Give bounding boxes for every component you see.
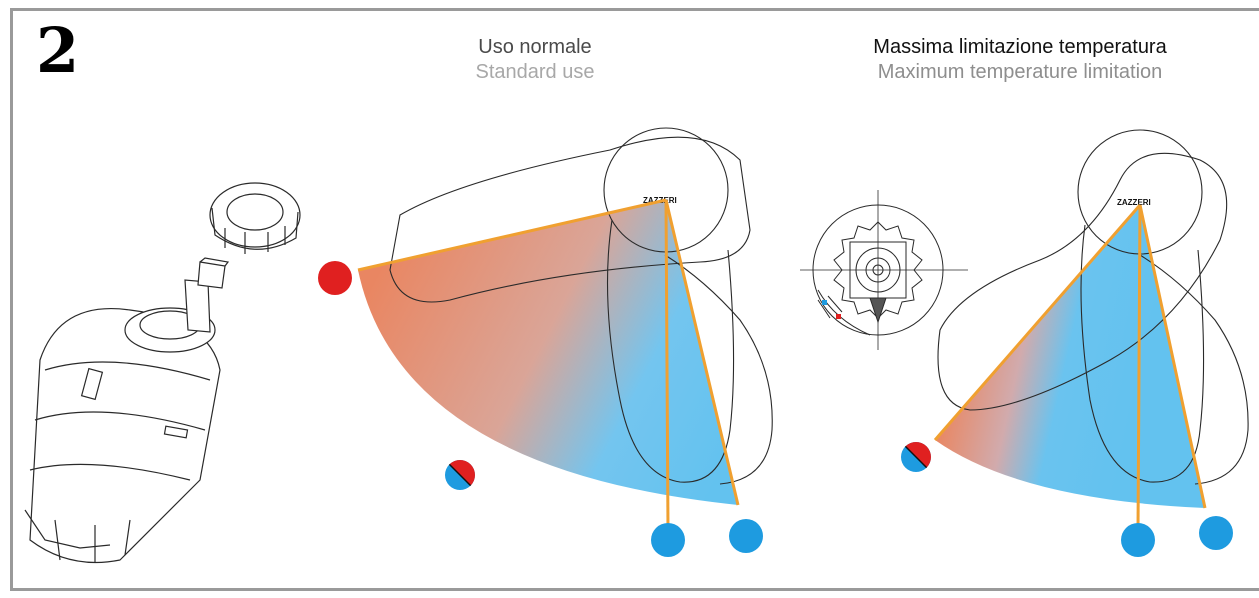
mixed-dot-icon [901,442,931,472]
caption-standard-use: Uso normale Standard use [420,35,650,85]
cold-dot-icon [1199,516,1233,550]
caption-max-limitation-it: Massima limitazione temperatura [873,36,1167,58]
caption-max-limitation: Massima limitazione temperatura Maximum … [800,35,1240,85]
mixed-dot-icon [445,460,475,490]
hot-dot-icon [318,261,352,295]
cold-dot-icon [1121,523,1155,557]
brand-logo-max: ZAZZERI [1117,198,1151,207]
temperature-range-sector-max [935,205,1205,508]
cold-dot-icon [729,519,763,553]
panel-frame [10,8,1259,591]
caption-max-limitation-en: Maximum temperature limitation [877,61,1163,83]
caption-standard-use-en: Standard use [475,61,595,83]
step-number: 2 [36,14,80,87]
cold-dot-icon [651,523,685,557]
limit-lines-normal [357,198,740,531]
temperature-range-sector-normal [358,200,738,505]
ring-nut-icon [209,182,301,254]
limiter-gear-icon [800,190,968,350]
caption-standard-use-it: Uso normale [478,36,592,58]
cartridge-icon [24,257,230,564]
limit-lines-max [933,204,1207,531]
